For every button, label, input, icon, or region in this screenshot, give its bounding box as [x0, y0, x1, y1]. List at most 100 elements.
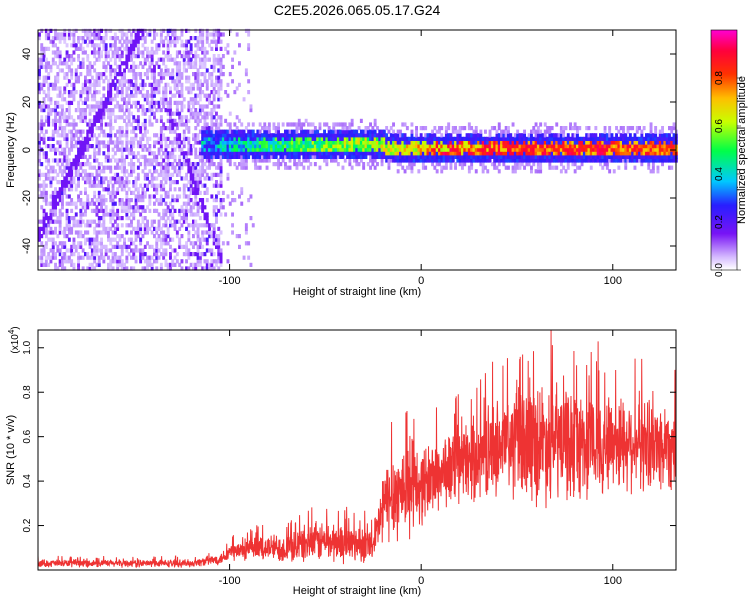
heatmap-cell [525, 136, 529, 141]
heatmap-cell [435, 136, 439, 141]
heatmap-cell [196, 75, 200, 80]
heatmap-cell [366, 133, 370, 138]
heatmap-cell [74, 144, 78, 149]
heatmap-cell [164, 169, 168, 174]
heatmap-cell [86, 172, 90, 177]
heatmap-cell [507, 136, 510, 141]
heatmap-cell [396, 162, 400, 167]
heatmap-cell [51, 176, 55, 181]
heatmap-cell [127, 54, 131, 59]
heatmap-cell [169, 97, 172, 102]
heatmap-cell [125, 266, 129, 271]
heatmap-cell [668, 165, 671, 170]
heatmap-cell [139, 90, 143, 95]
heatmap-cell [576, 151, 579, 156]
heatmap-cell [479, 151, 483, 156]
heatmap-cell [61, 244, 64, 249]
heatmap-cell [95, 118, 99, 123]
heatmap-cell [672, 140, 676, 145]
heatmap-cell [123, 118, 126, 123]
heatmap-cell [490, 126, 494, 131]
heatmap-cell [249, 144, 253, 149]
heatmap-cell [587, 136, 591, 141]
heatmap-cell [596, 147, 600, 152]
heatmap-cell [194, 162, 198, 167]
heatmap-cell [456, 151, 460, 156]
heatmap-cell [97, 172, 101, 177]
heatmap-cell [93, 226, 97, 231]
heatmap-cell [58, 115, 62, 120]
heatmap-cell [180, 147, 184, 152]
heatmap-cell [93, 165, 97, 170]
heatmap-cell [63, 190, 67, 195]
heatmap-cell [169, 208, 172, 213]
heatmap-cell [212, 32, 216, 37]
heatmap-cell [272, 122, 276, 127]
heatmap-cell [635, 126, 639, 131]
heatmap-cell [481, 144, 485, 149]
heatmap-cell [235, 140, 239, 145]
heatmap-cell [185, 43, 188, 48]
heatmap-cell [272, 126, 276, 131]
heatmap-cell [116, 162, 120, 167]
heatmap-cell [61, 180, 64, 185]
heatmap-cell [173, 219, 177, 224]
heatmap-cell [661, 126, 664, 131]
heatmap-cell [196, 208, 200, 213]
heatmap-cell [113, 252, 117, 257]
heatmap-cell [67, 216, 71, 221]
heatmap-cell [417, 147, 421, 152]
heatmap-cell [72, 122, 76, 127]
heatmap-cell [159, 183, 163, 188]
heatmap-cell [175, 219, 179, 224]
heatmap-cell [58, 180, 62, 185]
heatmap-cell [543, 136, 547, 141]
heatmap-cell [159, 136, 163, 141]
heatmap-cell [293, 162, 297, 167]
heatmap-cell [162, 187, 166, 192]
heatmap-cell [228, 154, 232, 159]
heatmap-cell [175, 111, 179, 116]
heatmap-cell [631, 144, 635, 149]
heatmap-cell [546, 147, 549, 152]
heatmap-cell [624, 136, 628, 141]
heatmap-cell [116, 54, 120, 59]
heatmap-cell [102, 72, 106, 77]
heatmap-cell [435, 147, 439, 152]
heatmap-cell [194, 111, 198, 116]
heatmap-cell [297, 151, 301, 156]
heatmap-cell [587, 147, 591, 152]
heatmap-cell [392, 158, 395, 163]
heatmap-cell [486, 169, 490, 174]
heatmap-cell [111, 198, 115, 203]
heatmap-cell [100, 108, 103, 113]
heatmap-cell [86, 68, 90, 73]
heatmap-cell [647, 133, 651, 138]
heatmap-cell [380, 151, 384, 156]
heatmap-cell [67, 32, 71, 37]
heatmap-cell [212, 97, 216, 102]
heatmap-cell [141, 190, 145, 195]
heatmap-cell [95, 172, 99, 177]
heatmap-cell [353, 158, 356, 163]
heatmap-cell [116, 208, 120, 213]
heatmap-cell [148, 93, 152, 98]
heatmap-cell [86, 252, 90, 257]
heatmap-cell [205, 111, 209, 116]
heatmap-cell [281, 158, 285, 163]
heatmap-cell [63, 136, 67, 141]
heatmap-cell [185, 28, 188, 33]
heatmap-cell [622, 140, 625, 145]
heatmap-cell [130, 122, 133, 127]
heatmap-cell [136, 39, 140, 44]
heatmap-cell [274, 133, 278, 138]
heatmap-cell [217, 133, 221, 138]
heatmap-cell [509, 151, 513, 156]
heatmap-cell [518, 162, 522, 167]
heatmap-cell [415, 140, 418, 145]
heatmap-cell [164, 147, 168, 152]
heatmap-cell [576, 147, 579, 152]
heatmap-cell [102, 255, 106, 260]
heatmap-cell [396, 129, 400, 134]
heatmap-cell [86, 104, 90, 109]
